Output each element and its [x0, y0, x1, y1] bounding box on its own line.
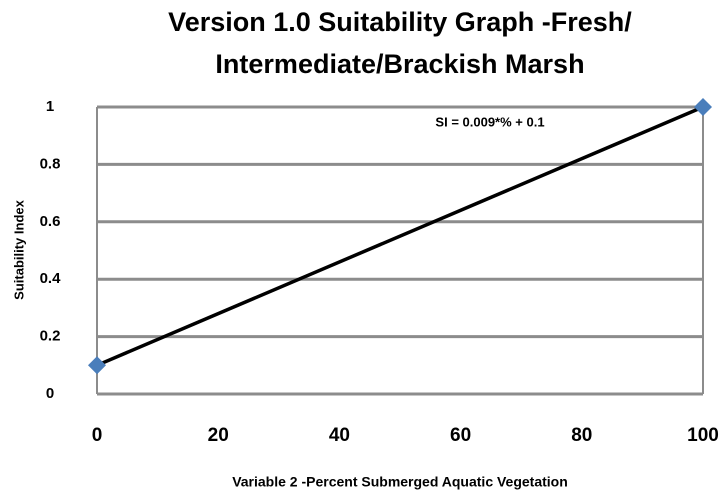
marker [88, 356, 106, 375]
chart-title-line: Intermediate/Brackish Marsh [215, 49, 584, 79]
y-tick-label: 0 [46, 385, 54, 402]
chart-title-line: Version 1.0 Suitability Graph -Fresh/ [168, 7, 632, 37]
x-tick-label: 0 [92, 425, 103, 446]
marker [694, 98, 712, 116]
y-axis-label: Suitability Index [11, 199, 26, 299]
y-tick-label: 0.8 [40, 155, 61, 172]
x-axis-label: Variable 2 -Percent Submerged Aquatic Ve… [232, 474, 568, 490]
x-tick-label: 80 [571, 425, 592, 446]
y-tick-label: 0.6 [40, 213, 61, 230]
x-tick-label: 20 [208, 425, 229, 446]
y-tick-label: 0.4 [40, 270, 62, 287]
y-tick-label: 1 [46, 98, 54, 115]
x-tick-label: 40 [329, 425, 350, 446]
series-line [96, 105, 704, 367]
annotation: SI = 0.009*% + 0.1 [435, 114, 544, 129]
x-tick-label: 60 [450, 425, 471, 446]
y-tick-label: 0.2 [40, 328, 61, 345]
x-tick-label: 100 [687, 425, 719, 446]
